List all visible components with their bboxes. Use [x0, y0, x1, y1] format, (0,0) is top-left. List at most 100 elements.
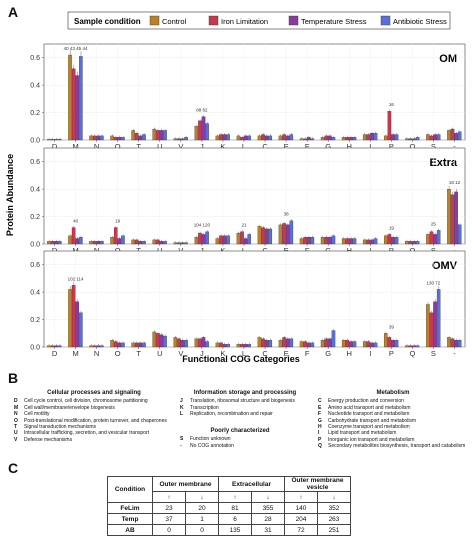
- up-arrow-icon: ↑: [218, 491, 252, 503]
- bar-K-control: [215, 342, 220, 348]
- cog-code: L: [180, 411, 184, 418]
- bar-D-iron-limitation: [50, 345, 55, 348]
- bar-N-antibiotic-stress: [100, 241, 104, 245]
- x-tick-label: N: [94, 142, 99, 151]
- y-tick-label: 0.6: [30, 262, 40, 269]
- cog-code: T: [14, 424, 18, 431]
- bar-Q-temperature-stress: [412, 345, 416, 348]
- bar-D-temperature-stress: [54, 241, 58, 245]
- bar-P-antibiotic-stress: [394, 134, 399, 141]
- bar-F-iron-limitation: [303, 237, 307, 245]
- bar-E-temperature-stress: [285, 338, 290, 348]
- bar-H-antibiotic-stress: [352, 238, 357, 245]
- bar-F-iron-limitation: [303, 341, 307, 348]
- facet-title: Extra: [429, 157, 457, 169]
- x-tick-label: G: [325, 349, 331, 358]
- bar-G-control: [320, 237, 325, 245]
- bar-M-antibiotic-stress: [79, 56, 83, 141]
- bar-G-iron-limitation: [324, 338, 329, 348]
- bar-H-temperature-stress: [349, 238, 353, 245]
- x-tick-label: Q: [409, 349, 415, 358]
- cog-entry-m: M Cell wall/membrane/envelope biogenesis: [14, 405, 174, 411]
- differential-protein-count-table: Condition Outer membrane Extracellular O…: [107, 476, 351, 536]
- table-cell: 23: [152, 502, 186, 514]
- bar-U-iron-limitation: [156, 239, 160, 245]
- bar-H-control: [341, 137, 346, 141]
- x-tick-label: U: [157, 142, 162, 151]
- x-tick-label: S: [431, 349, 436, 358]
- bar-C-antibiotic-stress: [268, 135, 273, 141]
- bar---iron-limitation: [450, 128, 455, 141]
- bar-J-temperature-stress: [201, 116, 206, 141]
- bar-G-antibiotic-stress: [331, 330, 336, 348]
- bar-E-iron-limitation: [282, 134, 286, 141]
- x-tick-label: H: [347, 142, 352, 151]
- table-cell: 31: [251, 524, 285, 536]
- y-tick-label: 0.2: [30, 317, 40, 324]
- table-cell: 28: [251, 513, 285, 525]
- y-tick-label: 0.2: [30, 110, 40, 117]
- cog-entry-e: E Amino acid transport and metabolism: [318, 405, 468, 411]
- bar-E-antibiotic-stress: [289, 338, 294, 348]
- bar-F-control: [299, 238, 304, 245]
- y-tick-label: 0.2: [30, 214, 40, 221]
- legend-swatch: [208, 15, 219, 26]
- bar-I-antibiotic-stress: [373, 342, 378, 348]
- x-tick-label: K: [220, 246, 225, 255]
- bar-Q-iron-limitation: [408, 138, 413, 141]
- bar-K-temperature-stress: [222, 134, 227, 141]
- cog-entry-d: D Cell cycle control, cell division, chro…: [14, 398, 174, 404]
- bar-N-temperature-stress: [96, 241, 101, 245]
- bar-S-temperature-stress: [433, 134, 437, 141]
- bar-S-temperature-stress: [433, 234, 437, 245]
- bar-E-control: [278, 340, 283, 348]
- cog-entry-p: P Inorganic ion transport and metabolism: [318, 437, 468, 443]
- bar-S-iron-limitation: [429, 231, 434, 245]
- bar-L-iron-limitation: [240, 231, 244, 245]
- bar-P-antibiotic-stress: [394, 340, 399, 348]
- x-tick-label: Q: [409, 142, 415, 151]
- bar-I-control: [362, 239, 367, 245]
- bar-U-antibiotic-stress: [163, 130, 167, 141]
- table-cell: 72: [284, 524, 318, 536]
- x-tick-label: M: [72, 349, 78, 358]
- bar-N-antibiotic-stress: [100, 135, 104, 141]
- y-tick-label: 0.4: [30, 83, 40, 90]
- x-tick-label: I: [369, 142, 371, 151]
- cog-code: P: [318, 436, 322, 443]
- cog-description: Post-translational modification, protein…: [24, 417, 167, 424]
- x-tick-label: F: [305, 142, 310, 151]
- table-cell: 6: [218, 513, 252, 525]
- bar-K-antibiotic-stress: [226, 134, 230, 141]
- x-tick-label: T: [136, 246, 141, 255]
- x-tick-label: M: [72, 142, 78, 151]
- bar-L-iron-limitation: [240, 137, 244, 141]
- bar-T-iron-limitation: [135, 342, 139, 348]
- y-tick-label: 0.0: [30, 138, 40, 145]
- cog-entry-h: H Coenzyme transport and metabolism: [318, 424, 468, 430]
- bar-D-control: [47, 345, 51, 348]
- bar-I-iron-limitation: [366, 341, 371, 348]
- x-tick-label: I: [369, 246, 371, 255]
- bar-V-control: [173, 337, 178, 348]
- bar-G-temperature-stress: [328, 338, 332, 348]
- bar-U-control: [152, 128, 156, 141]
- bar-J-antibiotic-stress: [205, 341, 209, 348]
- bar-P-control: [384, 135, 388, 141]
- bar-J-temperature-stress: [201, 234, 206, 245]
- bar-L-antibiotic-stress: [247, 135, 251, 141]
- bar-G-temperature-stress: [328, 237, 332, 245]
- bar-T-control: [131, 342, 135, 348]
- bar-J-iron-limitation: [198, 338, 202, 348]
- bar-U-antibiotic-stress: [163, 335, 167, 348]
- y-tick-label: 0.4: [30, 187, 40, 194]
- x-tick-label: P: [389, 246, 394, 255]
- bar-U-iron-limitation: [156, 333, 160, 348]
- bar-I-antibiotic-stress: [373, 238, 378, 245]
- bar-O-iron-limitation: [113, 341, 118, 348]
- bar-L-temperature-stress: [243, 135, 248, 141]
- cog-code: O: [14, 417, 18, 424]
- panel-letter-a: A: [8, 4, 19, 20]
- cog-entry-k: K Transcription: [180, 405, 310, 411]
- cog-code: -: [180, 442, 182, 449]
